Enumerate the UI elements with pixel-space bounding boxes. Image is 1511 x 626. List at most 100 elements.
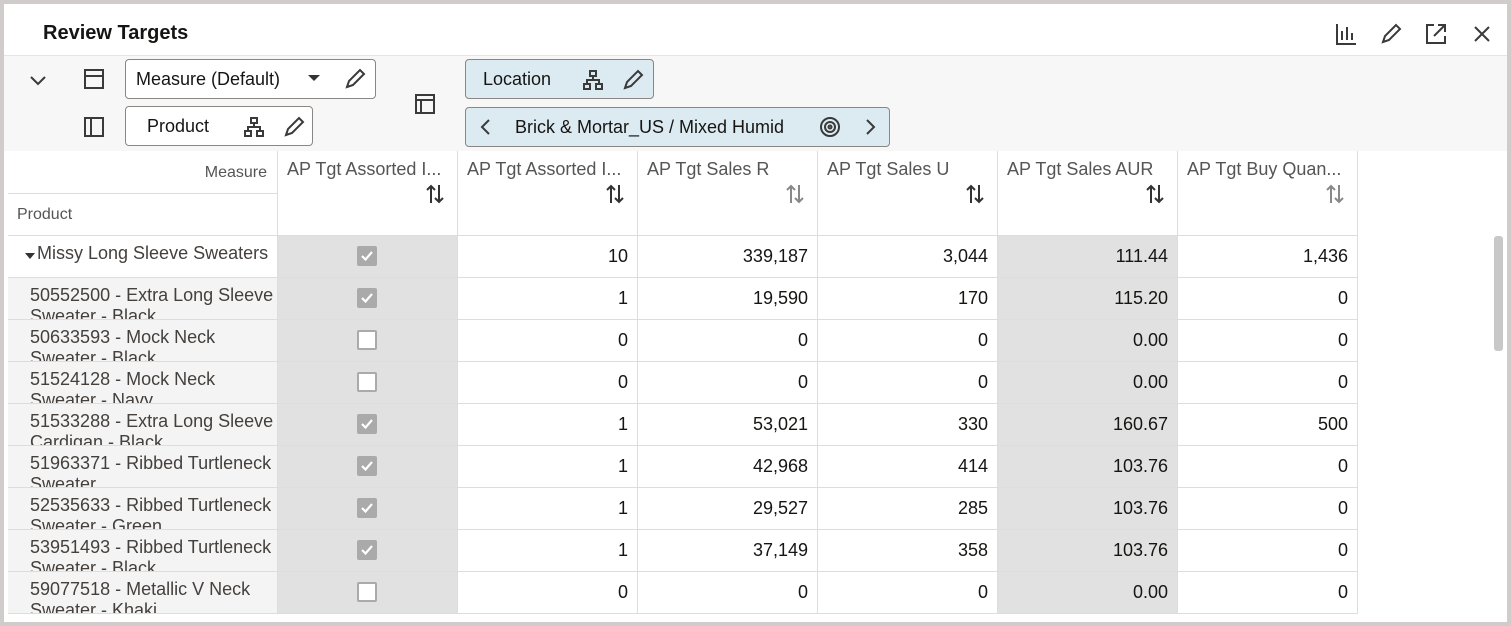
value-cell: 0	[638, 320, 818, 362]
value-cell: 0	[458, 362, 638, 404]
checkbox[interactable]	[357, 330, 377, 350]
value-cell: 0.00	[998, 572, 1178, 614]
value-cell: 0	[818, 362, 998, 404]
column-title: AP Tgt Assorted I...	[287, 159, 442, 179]
location-navigator[interactable]: Brick & Mortar_US / Mixed Humid	[465, 107, 890, 147]
value-cell: 1	[458, 278, 638, 320]
edit-icon[interactable]	[1379, 22, 1403, 46]
column-header[interactable]: AP Tgt Sales AUR	[998, 151, 1178, 236]
sort-icon[interactable]	[965, 183, 985, 205]
value-cell: 10	[458, 236, 638, 278]
location-label: Location	[483, 68, 552, 89]
column-header[interactable]: AP Tgt Sales R	[638, 151, 818, 236]
checkbox[interactable]	[357, 246, 377, 266]
value-cell: 339,187	[638, 236, 818, 278]
checkbox[interactable]	[357, 288, 377, 308]
checkbox-cell	[278, 530, 458, 572]
checkbox-cell	[278, 488, 458, 530]
expand-icon[interactable]	[1424, 22, 1448, 46]
value-cell: 1	[458, 404, 638, 446]
edit-icon[interactable]	[343, 67, 367, 91]
value-cell: 0	[638, 362, 818, 404]
checkbox[interactable]	[357, 372, 377, 392]
checkbox[interactable]	[357, 414, 377, 434]
value-cell: 1	[458, 446, 638, 488]
column-header[interactable]: AP Tgt Assorted I...	[458, 151, 638, 236]
check-mark	[361, 251, 373, 262]
chart-icon[interactable]	[1334, 22, 1358, 46]
check-mark	[361, 419, 373, 430]
value-cell: 0.00	[998, 362, 1178, 404]
pivot-icon[interactable]	[413, 92, 437, 116]
product-header: Product	[17, 206, 73, 223]
value-cell: 42,968	[638, 446, 818, 488]
sort-icon[interactable]	[1145, 183, 1165, 205]
value-cell: 111.44	[998, 236, 1178, 278]
checkbox[interactable]	[357, 456, 377, 476]
value-cell: 0	[1178, 572, 1358, 614]
value-cell: 29,527	[638, 488, 818, 530]
hierarchy-icon[interactable]	[242, 115, 266, 139]
divider	[8, 193, 277, 194]
checkbox-cell	[278, 236, 458, 278]
value-cell: 19,590	[638, 278, 818, 320]
product-cell: 51533288 - Extra Long Sleeve Cardigan - …	[8, 404, 278, 446]
value-cell: 103.76	[998, 530, 1178, 572]
checkbox[interactable]	[357, 498, 377, 518]
product-cell: 50633593 - Mock Neck Sweater - Black	[8, 320, 278, 362]
next-icon[interactable]	[858, 115, 882, 139]
value-cell: 160.67	[998, 404, 1178, 446]
grid: Measure Product AP Tgt Assorted I... AP Tgt…	[8, 151, 1488, 622]
close-icon[interactable]	[1470, 22, 1494, 46]
check-mark	[361, 503, 373, 514]
value-cell: 1	[458, 488, 638, 530]
title: Review Targets	[43, 22, 189, 44]
sort-icon[interactable]	[1325, 183, 1345, 205]
checkbox[interactable]	[357, 540, 377, 560]
expand-arrow[interactable]	[24, 250, 36, 262]
value-cell: 37,149	[638, 530, 818, 572]
measure-button[interactable]: Measure (Default)	[125, 59, 376, 99]
checkbox-cell	[278, 320, 458, 362]
edit-icon[interactable]	[282, 115, 306, 139]
sort-icon[interactable]	[605, 183, 625, 205]
collapse-icon[interactable]	[26, 68, 50, 92]
check-mark	[361, 293, 373, 304]
value-cell: 0	[818, 572, 998, 614]
value-cell: 0	[458, 320, 638, 362]
edit-icon[interactable]	[621, 68, 645, 92]
product-cell: 53951493 - Ribbed Turtleneck Sweater - B…	[8, 530, 278, 572]
product-cell: 51963371 - Ribbed Turtleneck Sweater	[8, 446, 278, 488]
value-cell: 0	[818, 320, 998, 362]
checkbox[interactable]	[357, 582, 377, 602]
column-header[interactable]: AP Tgt Sales U	[818, 151, 998, 236]
hierarchy-icon[interactable]	[581, 68, 605, 92]
check-mark	[361, 461, 373, 472]
product-cell: 51524128 - Mock Neck Sweater - Navy	[8, 362, 278, 404]
target-icon[interactable]	[818, 115, 842, 139]
layout-icon[interactable]	[82, 67, 106, 91]
value-cell: 103.76	[998, 446, 1178, 488]
sort-icon[interactable]	[425, 183, 445, 205]
column-header[interactable]: AP Tgt Buy Quan...	[1178, 151, 1358, 236]
column-title: AP Tgt Buy Quan...	[1187, 159, 1342, 179]
value-cell: 103.76	[998, 488, 1178, 530]
dropdown-icon[interactable]	[304, 68, 324, 88]
column-title: AP Tgt Sales AUR	[1007, 159, 1154, 179]
product-button[interactable]: Product	[125, 106, 313, 146]
column-title: AP Tgt Assorted I...	[467, 159, 622, 179]
sort-icon[interactable]	[785, 183, 805, 205]
check-mark	[361, 545, 373, 556]
location-button[interactable]: Location	[465, 59, 654, 99]
value-cell: 0	[1178, 530, 1358, 572]
prev-icon[interactable]	[474, 115, 498, 139]
value-cell: 0	[638, 572, 818, 614]
value-cell: 0	[1178, 278, 1358, 320]
layout-icon[interactable]	[82, 115, 106, 139]
product-cell: 52535633 - Ribbed Turtleneck Sweater - G…	[8, 488, 278, 530]
value-cell: 0.00	[998, 320, 1178, 362]
value-cell: 0	[1178, 488, 1358, 530]
column-header[interactable]: AP Tgt Assorted I...	[278, 151, 458, 236]
scrollbar	[1494, 236, 1503, 351]
